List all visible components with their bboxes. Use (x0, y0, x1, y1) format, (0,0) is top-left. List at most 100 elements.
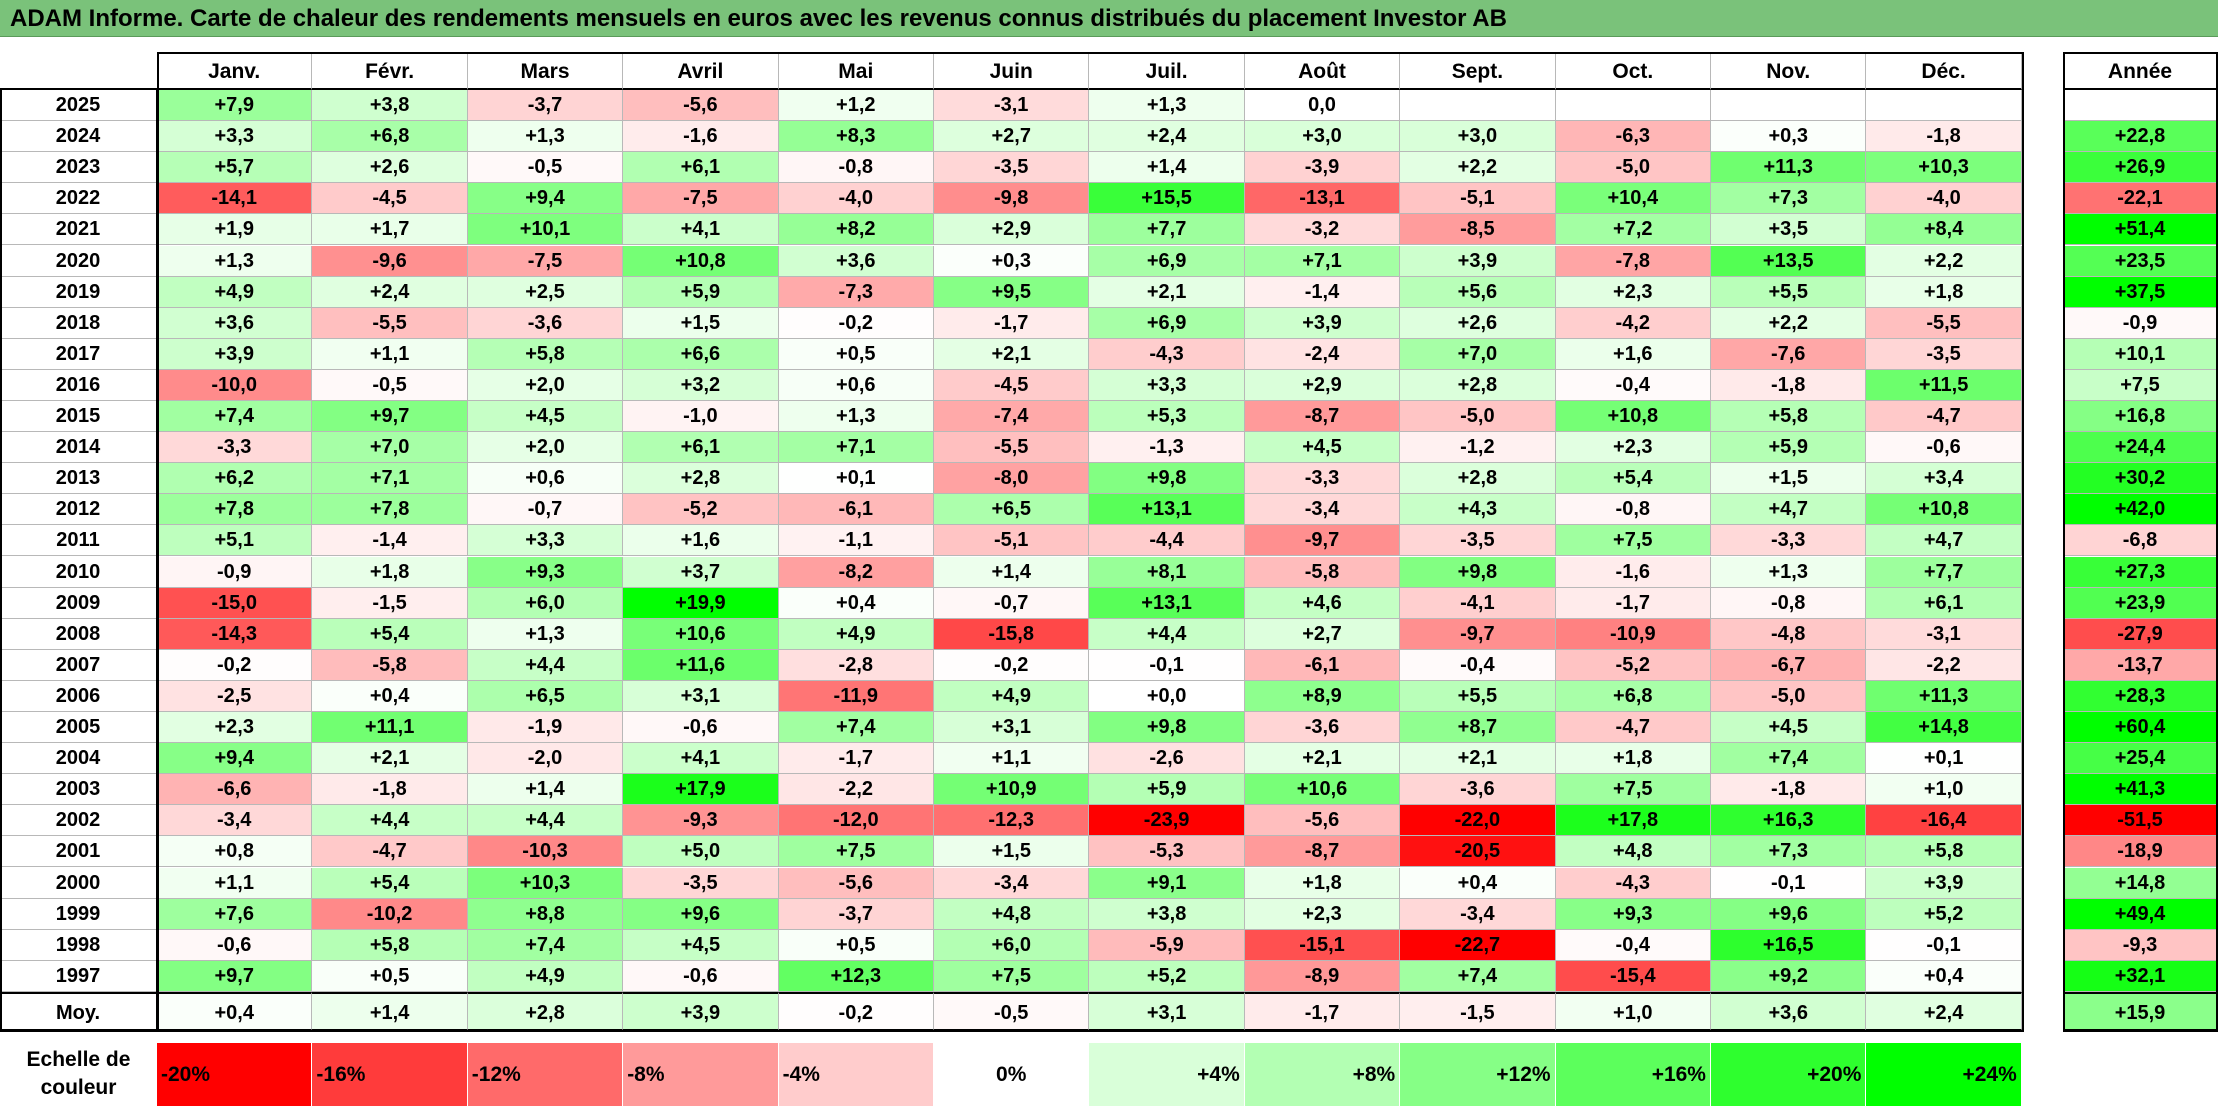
heatmap-cell: -1,6 (1555, 556, 1711, 588)
heatmap-cell: +11,1 (312, 712, 468, 744)
heatmap-cell: -4,0 (1866, 183, 2022, 215)
heatmap-cell: +9,1 (1089, 867, 1245, 899)
heatmap-cell: -3,1 (934, 90, 1090, 122)
heatmap-cell: -10,0 (157, 369, 313, 401)
heatmap-cell: +2,9 (1244, 369, 1401, 401)
heatmap-cell: +10,8 (623, 245, 779, 277)
heatmap-cell: -5,1 (934, 525, 1090, 557)
heatmap-cell: +13,1 (1089, 494, 1245, 526)
heatmap-cell: +3,1 (934, 712, 1090, 744)
heatmap-cell: +2,1 (1400, 743, 1556, 775)
annual-cell: +26,9 (2063, 152, 2218, 184)
heatmap-cell: -1,0 (623, 401, 779, 433)
heatmap-cell: -7,5 (623, 183, 779, 215)
heatmap-cell: +5,8 (1866, 836, 2022, 868)
heatmap-cell: -0,2 (934, 649, 1090, 681)
heatmap-cell: -6,7 (1711, 649, 1867, 681)
year-label: 2016 (0, 369, 157, 401)
heatmap-cell: +3,9 (157, 338, 313, 370)
heatmap-cell: -4,4 (1089, 525, 1245, 557)
month-header: Mars (467, 54, 624, 90)
year-label: 1997 (0, 960, 157, 992)
heatmap-cell: +7,4 (467, 929, 624, 961)
heatmap-cell: -6,1 (1244, 649, 1401, 681)
heatmap-cell: +7,3 (1711, 836, 1867, 868)
color-scale-stop: -16% (312, 1043, 468, 1106)
year-label: 2014 (0, 432, 157, 464)
heatmap-cell: +1,3 (157, 245, 313, 277)
heatmap-cell: +4,4 (312, 805, 468, 837)
heatmap-cell: -5,6 (778, 867, 934, 899)
month-header: Janv. (157, 54, 313, 90)
heatmap-cell: -2,2 (778, 774, 934, 806)
heatmap-cell: -3,1 (1866, 618, 2022, 650)
heatmap-cell: +8,1 (1089, 556, 1245, 588)
heatmap-cell: +3,9 (1866, 867, 2022, 899)
annual-cell: -13,7 (2063, 649, 2218, 681)
heatmap-cell: +1,2 (778, 90, 934, 122)
heatmap-cell: +3,8 (312, 90, 468, 122)
heatmap-cell: -1,4 (1244, 276, 1401, 308)
heatmap-cell: +2,8 (623, 463, 779, 495)
heatmap-cell: +2,6 (312, 152, 468, 184)
average-label: Moy. (0, 991, 157, 1030)
heatmap-cell: +17,8 (1555, 805, 1711, 837)
heatmap-cell: -3,9 (1244, 152, 1401, 184)
heatmap-cell: -5,5 (312, 307, 468, 339)
heatmap-cell: +3,4 (1866, 463, 2022, 495)
heatmap-cell: +4,3 (1400, 494, 1556, 526)
heatmap-cell: +17,9 (623, 774, 779, 806)
annual-cell: +42,0 (2063, 494, 2218, 526)
heatmap-cell: -0,1 (1711, 867, 1867, 899)
heatmap-cell: -13,1 (1244, 183, 1401, 215)
heatmap-cell: +7,8 (157, 494, 313, 526)
heatmap-cell: +0,1 (778, 463, 934, 495)
heatmap-cell: -1,8 (312, 774, 468, 806)
heatmap-cell: -0,6 (1866, 432, 2022, 464)
heatmap-cell: +1,4 (467, 774, 624, 806)
heatmap-cell: -9,7 (1244, 525, 1401, 557)
heatmap-cell: +0,4 (1400, 867, 1556, 899)
year-label: 2015 (0, 401, 157, 433)
heatmap-cell: +5,4 (312, 867, 468, 899)
heatmap-cell: +2,7 (1244, 618, 1401, 650)
heatmap-cell: -7,4 (934, 401, 1090, 433)
heatmap-cell: -5,1 (1400, 183, 1556, 215)
year-label: 1998 (0, 929, 157, 961)
heatmap-cell: +2,1 (312, 743, 468, 775)
year-label: 2020 (0, 245, 157, 277)
heatmap-cell: +7,1 (1244, 245, 1401, 277)
heatmap-cell: -6,6 (157, 774, 313, 806)
heatmap-cell: -14,3 (157, 618, 313, 650)
heatmap-cell: -4,7 (1555, 712, 1711, 744)
heatmap-cell: -0,5 (467, 152, 624, 184)
heatmap-cell: -6,3 (1555, 121, 1711, 153)
average-cell: +3,1 (1089, 991, 1245, 1030)
color-scale-stop: -8% (623, 1043, 779, 1106)
year-label: 2022 (0, 183, 157, 215)
heatmap-cell: +0,8 (157, 836, 313, 868)
heatmap-cell: +9,3 (1555, 898, 1711, 930)
heatmap-cell: +2,4 (312, 276, 468, 308)
heatmap-cell: -0,1 (1866, 929, 2022, 961)
heatmap-cell (1555, 90, 1711, 122)
heatmap-cell: +6,1 (1866, 587, 2022, 619)
heatmap-cell: -5,0 (1555, 152, 1711, 184)
heatmap-cell: -4,2 (1555, 307, 1711, 339)
heatmap-cell: +9,8 (1400, 556, 1556, 588)
heatmap-cell: -5,2 (1555, 649, 1711, 681)
heatmap-cell: +6,8 (1555, 680, 1711, 712)
heatmap-cell: +12,3 (778, 960, 934, 992)
heatmap-cell: +9,7 (312, 401, 468, 433)
heatmap-cell: -5,0 (1711, 680, 1867, 712)
month-header: Juin (934, 54, 1090, 90)
heatmap-cell: +2,0 (467, 369, 624, 401)
heatmap-cell: -2,0 (467, 743, 624, 775)
heatmap-cell: -0,8 (778, 152, 934, 184)
heatmap-cell: +4,7 (1711, 494, 1867, 526)
heatmap-cell: -3,5 (623, 867, 779, 899)
color-scale-stop: +12% (1400, 1043, 1556, 1106)
heatmap-cell: -0,7 (934, 587, 1090, 619)
heatmap-cell: +6,1 (623, 432, 779, 464)
